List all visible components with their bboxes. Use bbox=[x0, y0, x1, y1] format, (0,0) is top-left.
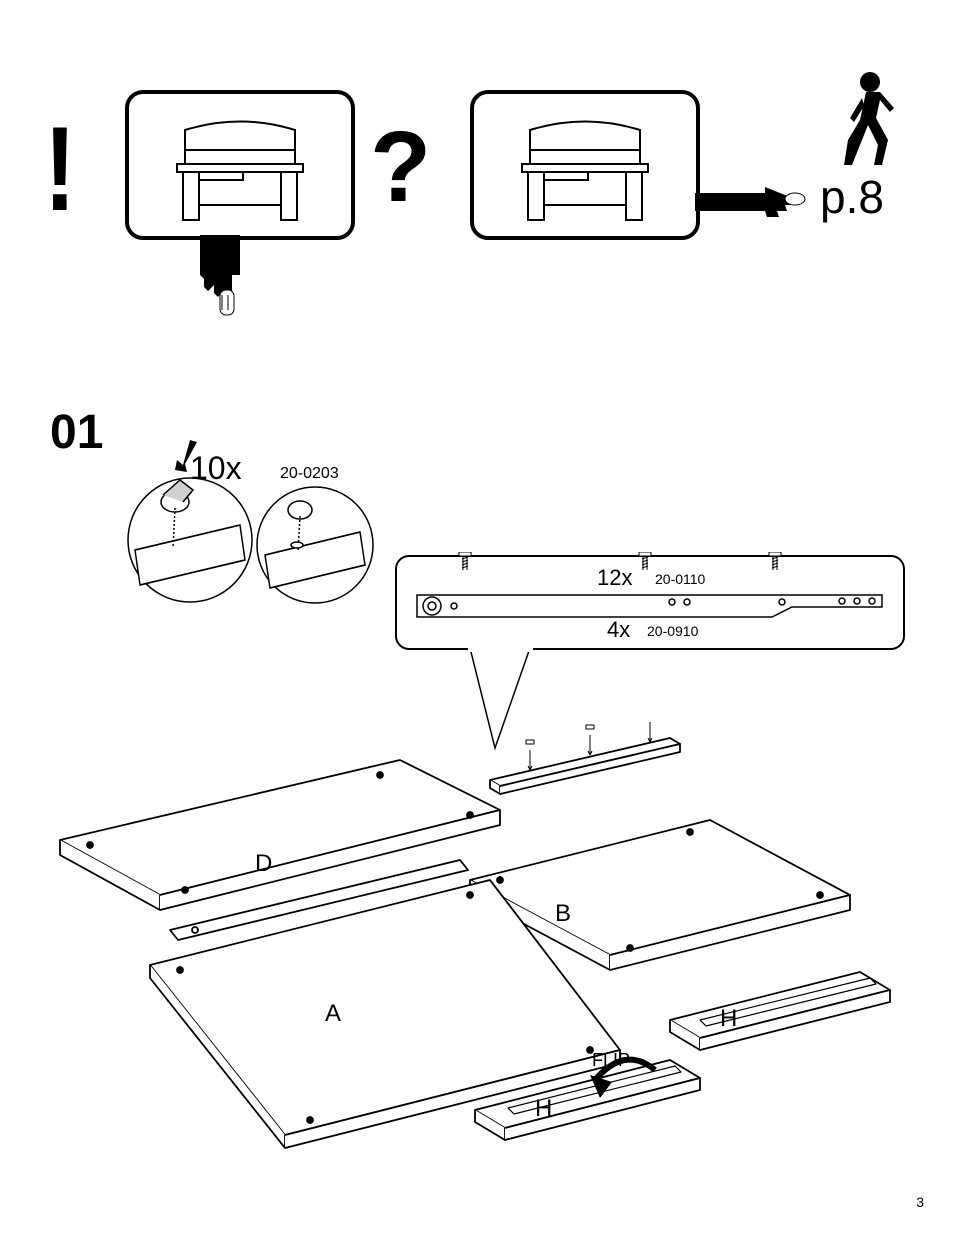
screw-part-number: 20-0110 bbox=[655, 571, 705, 587]
question-mark-icon: ? bbox=[370, 110, 431, 225]
desk-icon bbox=[500, 105, 670, 225]
desk-icon bbox=[155, 105, 325, 225]
panel-label-h: H bbox=[535, 1095, 552, 1123]
rail-part-number: 20-0910 bbox=[647, 623, 698, 639]
step-number: 01 bbox=[50, 405, 103, 460]
cam-lock-detail bbox=[125, 430, 415, 630]
screw-icon bbox=[767, 552, 783, 574]
rail-callout: 12x 20-0110 4x 20-0910 bbox=[395, 555, 905, 650]
pointing-hand-right-icon bbox=[695, 185, 815, 225]
panel-label-d: D bbox=[255, 850, 272, 878]
page-reference: p.8 bbox=[820, 170, 884, 224]
panel-label-h: H bbox=[720, 1005, 737, 1033]
panel-label-a: A bbox=[325, 1000, 341, 1028]
walking-person-icon bbox=[830, 70, 900, 170]
product-thumbnail-help bbox=[470, 90, 700, 240]
pointing-hand-down-icon bbox=[180, 235, 260, 335]
product-thumbnail-correct bbox=[125, 90, 355, 240]
screw-count: 12x bbox=[597, 565, 632, 591]
flip-label: FLIP bbox=[592, 1050, 630, 1071]
screw-icon bbox=[457, 552, 473, 574]
panel-label-b: B bbox=[555, 900, 571, 928]
rail-count: 4x bbox=[607, 617, 630, 643]
exploded-view bbox=[30, 720, 910, 1160]
exclamation-icon: ! bbox=[44, 100, 76, 238]
cam-part-number: 20-0203 bbox=[280, 465, 339, 483]
screw-icon bbox=[637, 552, 653, 574]
page-number: 3 bbox=[916, 1194, 924, 1210]
cam-count: 10x bbox=[190, 450, 242, 487]
